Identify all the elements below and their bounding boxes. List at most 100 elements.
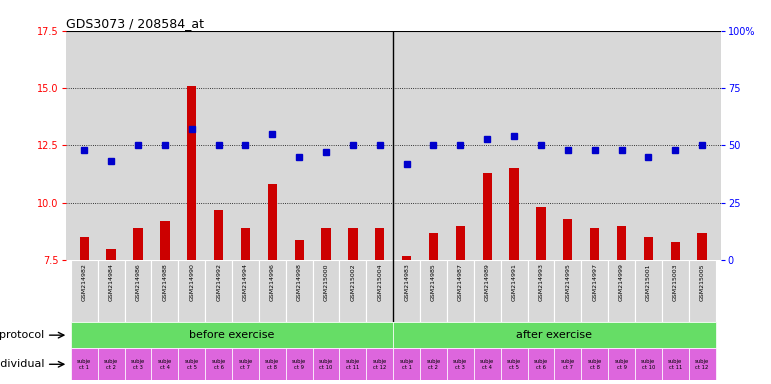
Text: GSM214997: GSM214997	[592, 263, 598, 301]
FancyBboxPatch shape	[662, 260, 689, 322]
Text: GSM214987: GSM214987	[458, 263, 463, 301]
FancyBboxPatch shape	[608, 348, 635, 380]
Bar	[375, 228, 385, 260]
FancyBboxPatch shape	[581, 260, 608, 322]
Bar	[79, 237, 89, 260]
FancyBboxPatch shape	[689, 348, 715, 380]
Text: GSM214995: GSM214995	[565, 263, 571, 301]
FancyBboxPatch shape	[286, 260, 312, 322]
Text: subje
ct 2: subje ct 2	[104, 359, 118, 370]
FancyBboxPatch shape	[98, 348, 125, 380]
Bar	[214, 210, 224, 260]
FancyBboxPatch shape	[232, 260, 259, 322]
FancyBboxPatch shape	[474, 260, 500, 322]
Bar	[322, 228, 331, 260]
FancyBboxPatch shape	[259, 260, 286, 322]
FancyBboxPatch shape	[71, 260, 98, 322]
FancyBboxPatch shape	[339, 348, 366, 380]
Text: subje
ct 6: subje ct 6	[211, 359, 226, 370]
Text: GSM215000: GSM215000	[324, 263, 328, 301]
Text: subje
ct 10: subje ct 10	[319, 359, 333, 370]
Bar	[671, 242, 680, 260]
FancyBboxPatch shape	[71, 348, 98, 380]
Text: subje
ct 7: subje ct 7	[238, 359, 253, 370]
FancyBboxPatch shape	[393, 260, 420, 322]
Text: GSM214985: GSM214985	[431, 263, 436, 301]
Text: subje
ct 10: subje ct 10	[641, 359, 655, 370]
Text: GSM214984: GSM214984	[109, 263, 113, 301]
Text: subje
ct 12: subje ct 12	[695, 359, 709, 370]
Text: subje
ct 3: subje ct 3	[453, 359, 467, 370]
Text: GSM214990: GSM214990	[189, 263, 194, 301]
FancyBboxPatch shape	[662, 348, 689, 380]
Bar	[106, 249, 116, 260]
FancyBboxPatch shape	[366, 348, 393, 380]
FancyBboxPatch shape	[420, 348, 447, 380]
FancyBboxPatch shape	[581, 348, 608, 380]
FancyBboxPatch shape	[339, 260, 366, 322]
FancyBboxPatch shape	[500, 260, 527, 322]
FancyBboxPatch shape	[151, 348, 178, 380]
Text: GSM214999: GSM214999	[619, 263, 624, 301]
FancyBboxPatch shape	[608, 260, 635, 322]
Text: subje
ct 5: subje ct 5	[507, 359, 521, 370]
FancyBboxPatch shape	[393, 323, 715, 348]
FancyBboxPatch shape	[527, 260, 554, 322]
Text: GSM214996: GSM214996	[270, 263, 274, 301]
Text: subje
ct 5: subje ct 5	[184, 359, 199, 370]
Bar	[644, 237, 653, 260]
FancyBboxPatch shape	[554, 348, 581, 380]
Text: GSM214992: GSM214992	[216, 263, 221, 301]
Text: GSM215001: GSM215001	[646, 263, 651, 301]
FancyBboxPatch shape	[635, 348, 662, 380]
Text: subje
ct 8: subje ct 8	[588, 359, 602, 370]
Text: GSM214991: GSM214991	[512, 263, 517, 301]
FancyBboxPatch shape	[125, 348, 151, 380]
Text: subje
ct 9: subje ct 9	[292, 359, 306, 370]
FancyBboxPatch shape	[500, 348, 527, 380]
Bar	[429, 233, 438, 260]
FancyBboxPatch shape	[366, 260, 393, 322]
Text: GSM214998: GSM214998	[297, 263, 301, 301]
Bar	[348, 228, 358, 260]
FancyBboxPatch shape	[205, 260, 232, 322]
Bar	[590, 228, 599, 260]
FancyBboxPatch shape	[689, 260, 715, 322]
Text: GSM215002: GSM215002	[351, 263, 355, 301]
Text: subje
ct 9: subje ct 9	[614, 359, 628, 370]
Text: subje
ct 8: subje ct 8	[265, 359, 279, 370]
FancyBboxPatch shape	[527, 348, 554, 380]
Text: GSM215004: GSM215004	[377, 263, 382, 301]
Text: subje
ct 6: subje ct 6	[534, 359, 548, 370]
Text: GSM214988: GSM214988	[163, 263, 167, 301]
Bar	[402, 256, 412, 260]
FancyBboxPatch shape	[71, 323, 393, 348]
FancyBboxPatch shape	[151, 260, 178, 322]
FancyBboxPatch shape	[554, 260, 581, 322]
FancyBboxPatch shape	[98, 260, 125, 322]
Text: subje
ct 4: subje ct 4	[158, 359, 172, 370]
Text: subje
ct 4: subje ct 4	[480, 359, 494, 370]
Bar	[295, 240, 304, 260]
FancyBboxPatch shape	[286, 348, 312, 380]
Bar	[698, 233, 707, 260]
Text: GSM214989: GSM214989	[485, 263, 490, 301]
Bar	[537, 207, 546, 260]
Text: individual: individual	[0, 359, 44, 369]
Bar	[617, 226, 626, 260]
FancyBboxPatch shape	[447, 260, 474, 322]
FancyBboxPatch shape	[205, 348, 232, 380]
FancyBboxPatch shape	[447, 348, 474, 380]
Bar	[456, 226, 465, 260]
Text: GSM215005: GSM215005	[699, 263, 705, 301]
Text: before exercise: before exercise	[190, 330, 274, 340]
FancyBboxPatch shape	[312, 348, 339, 380]
Bar	[160, 221, 170, 260]
FancyBboxPatch shape	[178, 260, 205, 322]
Bar	[563, 219, 573, 260]
FancyBboxPatch shape	[393, 348, 420, 380]
Text: subje
ct 2: subje ct 2	[426, 359, 440, 370]
Bar	[187, 86, 197, 260]
Text: GSM214994: GSM214994	[243, 263, 248, 301]
FancyBboxPatch shape	[178, 348, 205, 380]
